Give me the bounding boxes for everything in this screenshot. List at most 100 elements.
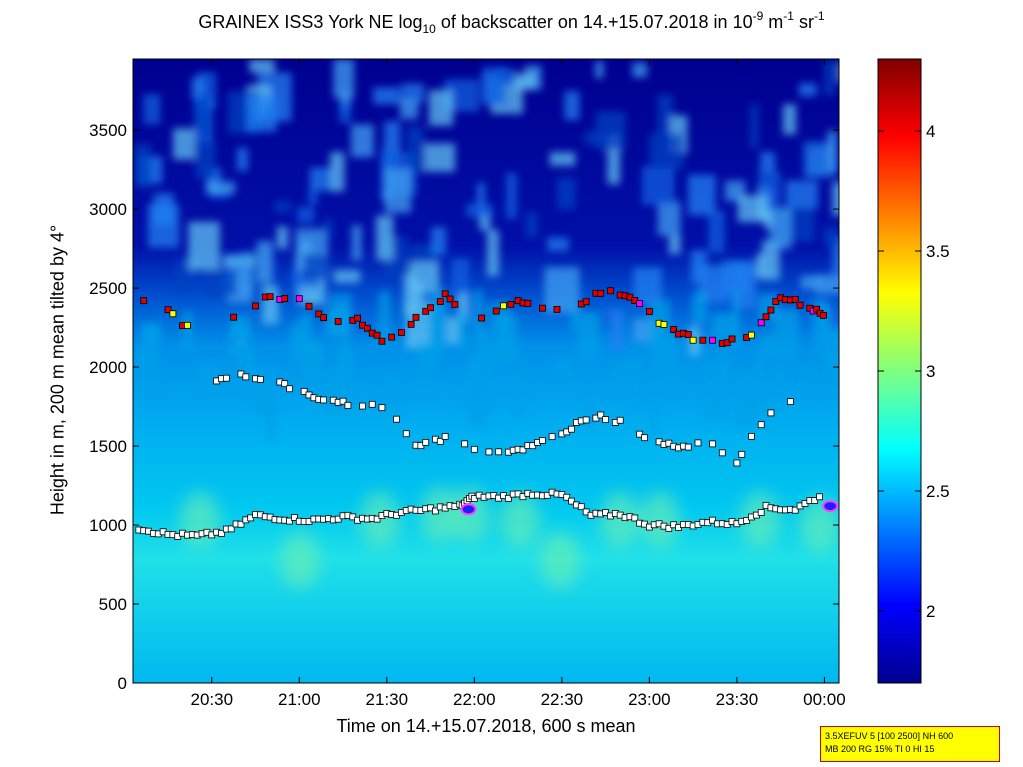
- white-box-marker: [519, 446, 527, 454]
- heatmap-patch: [773, 308, 799, 360]
- heatmap-patch: [803, 364, 812, 398]
- heatmap-patch: [476, 182, 486, 218]
- red-box-marker: [388, 333, 396, 341]
- red-box-marker: [184, 321, 191, 329]
- y-tick-label: 1500: [89, 437, 127, 456]
- white-box-marker: [718, 449, 726, 457]
- white-box-marker: [539, 437, 546, 444]
- white-box-marker: [743, 517, 751, 524]
- heatmap-patch: [143, 94, 161, 125]
- heatmap-patch: [570, 303, 577, 332]
- heatmap-patch: [418, 342, 432, 396]
- white-box-marker: [349, 513, 357, 521]
- white-box-marker: [709, 440, 716, 448]
- white-box-marker: [485, 448, 493, 456]
- white-box-marker: [441, 432, 449, 440]
- red-box-marker: [820, 312, 827, 319]
- heatmap-patch: [307, 364, 316, 386]
- red-box-marker: [281, 295, 289, 303]
- white-box-marker: [470, 445, 478, 453]
- heatmap-patch: [837, 62, 839, 82]
- white-box-marker: [811, 497, 819, 504]
- red-box-marker: [492, 307, 500, 315]
- white-box-marker: [665, 524, 673, 532]
- x-tick-label: 22:30: [541, 690, 584, 709]
- heatmap-patch: [754, 349, 764, 400]
- white-box-marker: [563, 493, 571, 501]
- heatmap-patch: [236, 147, 249, 171]
- y-axis: 0 500 1000 1500 2000 2500 3000 3500: [89, 121, 839, 693]
- colorbar-tick-label: 3.5: [926, 242, 950, 261]
- red-box-marker: [791, 296, 799, 303]
- colorbar-tick-label: 3: [926, 362, 935, 381]
- parameter-box: 3.5XEFUV 5 [100 2500] NH 600 MB 200 RG 1…: [820, 726, 1000, 762]
- white-box-marker: [568, 497, 575, 505]
- heatmap-patch: [384, 168, 412, 213]
- heatmap-patch: [511, 373, 523, 418]
- heatmap-patch: [547, 237, 569, 252]
- white-box-marker: [694, 439, 702, 447]
- red-box-marker: [767, 306, 775, 314]
- heatmap-patch: [782, 104, 797, 135]
- y-tick-label: 2500: [89, 279, 127, 298]
- heatmap-patch: [205, 181, 236, 195]
- heatmap-patch: [401, 83, 424, 103]
- white-box-marker: [432, 507, 439, 515]
- white-box-marker: [281, 380, 289, 388]
- red-box-marker: [597, 289, 605, 297]
- heatmap-patch: [249, 59, 275, 73]
- y-tick-label: 500: [99, 595, 127, 614]
- heatmap-patch: [242, 348, 251, 372]
- red-box-marker: [354, 314, 362, 322]
- white-box-marker: [461, 440, 469, 448]
- white-box-marker: [373, 515, 381, 523]
- red-box-marker: [451, 301, 459, 308]
- red-box-marker: [607, 287, 614, 295]
- heatmap-patch: [329, 152, 345, 192]
- colorbar-tick-label: 4: [926, 122, 935, 141]
- heatmap-patch: [486, 229, 500, 277]
- heatmap-patch: [378, 290, 390, 346]
- x-tick-label: 23:00: [628, 690, 671, 709]
- heatmap-patch: [308, 189, 318, 205]
- red-box-marker: [507, 300, 515, 308]
- white-box-marker: [684, 443, 692, 451]
- white-box-marker: [359, 402, 366, 410]
- white-box-marker: [757, 421, 765, 429]
- heatmap-patch: [760, 152, 776, 172]
- y-tick-label: 1000: [89, 516, 127, 535]
- heatmap-patch: [333, 59, 354, 99]
- heatmap-patch: [595, 61, 604, 79]
- heatmap-patch: [202, 269, 237, 296]
- heatmap-patch: [657, 94, 674, 136]
- heatmap-patch: [197, 363, 219, 392]
- white-box-marker: [242, 373, 250, 381]
- red-box-marker: [334, 318, 342, 325]
- heatmap-patch: [191, 77, 205, 100]
- white-box-marker: [636, 430, 644, 438]
- heatmap-patch: [832, 182, 839, 216]
- white-box-marker: [733, 459, 741, 467]
- white-box-marker: [568, 425, 575, 433]
- white-box-marker: [616, 416, 624, 424]
- white-box-marker: [402, 430, 410, 438]
- heatmap-patch: [431, 227, 447, 255]
- white-box-marker: [222, 374, 230, 382]
- heatmap-patch: [827, 130, 838, 172]
- heatmap-patch: [465, 203, 493, 218]
- red-box-marker: [500, 302, 507, 310]
- heatmap-patch: [814, 274, 839, 294]
- white-box-marker: [344, 401, 352, 409]
- heatmap-patch: [351, 124, 374, 158]
- x-axis-label: Time on 14.+15.07.2018, 600 s mean: [336, 716, 636, 736]
- heatmap-patch: [825, 335, 833, 390]
- red-box-marker: [315, 310, 323, 318]
- red-box-marker: [436, 298, 444, 305]
- red-box-marker: [539, 304, 546, 312]
- white-box-marker: [227, 525, 235, 533]
- red-box-marker: [796, 301, 804, 309]
- heatmap-patch: [153, 193, 174, 226]
- white-box-marker: [602, 509, 610, 516]
- white-box-marker: [237, 520, 245, 528]
- heatmap-patch: [505, 172, 518, 219]
